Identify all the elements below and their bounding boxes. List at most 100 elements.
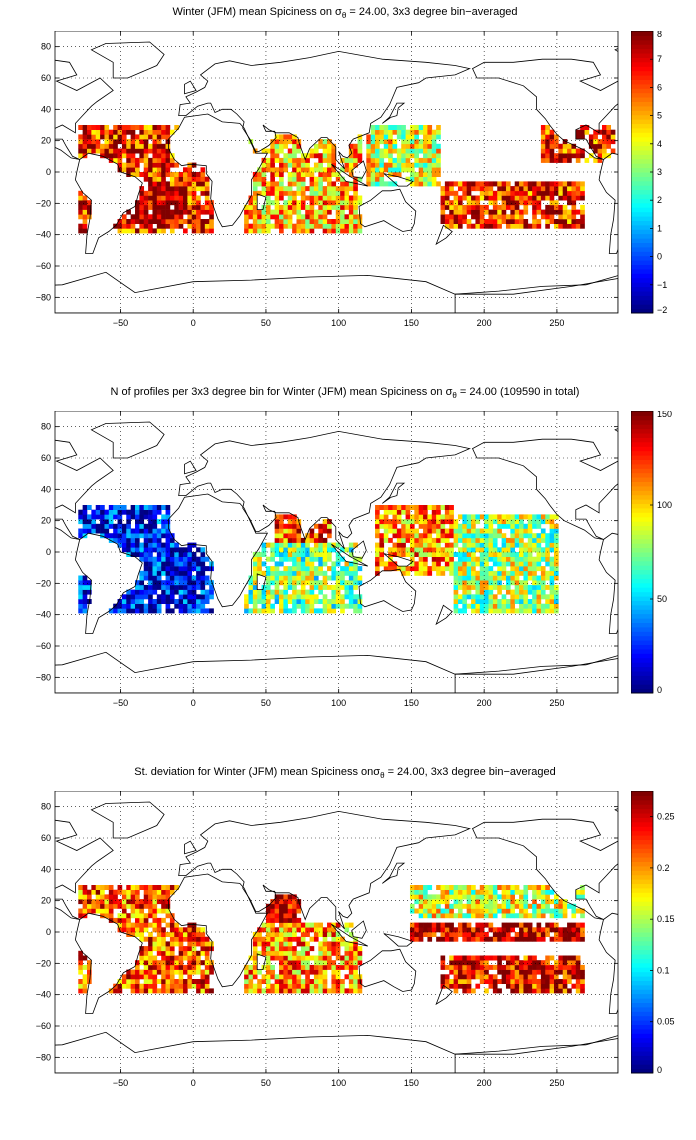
data-cell bbox=[510, 974, 516, 980]
colorbar-step bbox=[631, 980, 653, 986]
data-cell bbox=[457, 219, 463, 224]
data-cell bbox=[475, 204, 481, 210]
data-cell bbox=[204, 209, 210, 215]
data-cell bbox=[567, 974, 572, 980]
data-cell bbox=[148, 584, 153, 590]
data-cell bbox=[139, 584, 145, 590]
data-cell bbox=[117, 219, 123, 224]
data-cell bbox=[366, 167, 371, 173]
data-cell bbox=[375, 172, 380, 177]
data-cell bbox=[549, 589, 555, 595]
data-cell bbox=[296, 599, 302, 604]
data-cell bbox=[344, 228, 350, 234]
data-cell bbox=[549, 143, 555, 149]
data-cell bbox=[549, 913, 555, 919]
data-cell bbox=[580, 209, 585, 215]
data-cell bbox=[318, 950, 323, 956]
data-cell bbox=[523, 556, 529, 562]
data-cell bbox=[283, 936, 289, 942]
data-cell bbox=[540, 514, 546, 520]
data-cell bbox=[204, 988, 210, 994]
data-cell bbox=[466, 542, 472, 548]
data-cell bbox=[287, 988, 293, 994]
data-cell bbox=[152, 941, 158, 947]
data-cell bbox=[527, 885, 533, 890]
data-cell bbox=[553, 936, 559, 942]
data-cell bbox=[414, 932, 419, 937]
data-cell bbox=[340, 964, 345, 970]
colorbar-step bbox=[631, 998, 653, 1003]
data-cell bbox=[135, 523, 140, 529]
data-cell bbox=[462, 570, 467, 576]
data-cell bbox=[501, 204, 507, 210]
data-cell bbox=[327, 223, 332, 229]
data-cell bbox=[348, 204, 354, 210]
colorbar-step bbox=[631, 927, 653, 933]
data-cell bbox=[505, 537, 511, 543]
colorbar-step bbox=[631, 163, 653, 169]
data-cell bbox=[466, 913, 472, 919]
data-cell bbox=[514, 964, 520, 970]
data-cell bbox=[379, 533, 385, 539]
data-cell bbox=[492, 894, 498, 900]
data-cell bbox=[252, 223, 258, 229]
data-cell bbox=[143, 176, 149, 182]
data-cell bbox=[139, 228, 145, 234]
data-cell bbox=[327, 190, 332, 196]
data-cell bbox=[532, 899, 537, 905]
data-cell bbox=[475, 599, 481, 604]
data-cell bbox=[100, 908, 105, 914]
colorbar-step bbox=[631, 114, 653, 120]
data-cell bbox=[200, 556, 206, 562]
data-cell bbox=[148, 908, 153, 914]
data-cell bbox=[126, 542, 131, 548]
data-cell bbox=[492, 936, 498, 942]
data-cell bbox=[466, 894, 472, 900]
data-cell bbox=[196, 200, 201, 206]
data-cell bbox=[113, 129, 118, 135]
x-tick-label: −50 bbox=[113, 318, 128, 328]
x-tick-label: 50 bbox=[261, 1078, 271, 1088]
data-cell bbox=[436, 542, 441, 548]
data-cell bbox=[244, 988, 249, 994]
data-cell bbox=[300, 964, 306, 970]
data-cell bbox=[357, 143, 363, 149]
data-cell bbox=[274, 936, 280, 942]
data-cell bbox=[78, 960, 83, 966]
data-cell bbox=[449, 570, 454, 576]
data-cell bbox=[375, 528, 380, 534]
data-cell bbox=[492, 903, 498, 909]
coastline bbox=[351, 920, 367, 939]
coastline bbox=[382, 102, 406, 124]
data-cell bbox=[462, 960, 467, 966]
data-cell bbox=[571, 204, 577, 210]
data-cell bbox=[174, 200, 179, 206]
data-cell bbox=[287, 552, 293, 557]
data-cell bbox=[322, 219, 328, 224]
data-cell bbox=[388, 509, 393, 515]
data-cell bbox=[191, 979, 197, 984]
data-cell bbox=[449, 542, 454, 548]
data-cell bbox=[121, 167, 127, 173]
data-cell bbox=[392, 143, 398, 149]
data-cell bbox=[165, 157, 171, 163]
data-cell bbox=[191, 200, 197, 206]
data-cell bbox=[279, 514, 284, 520]
data-cell bbox=[305, 566, 310, 572]
data-cell bbox=[418, 143, 424, 149]
data-cell bbox=[549, 542, 555, 548]
data-cell bbox=[327, 172, 332, 177]
data-cell bbox=[248, 580, 254, 586]
data-cell bbox=[204, 974, 210, 980]
data-cell bbox=[126, 922, 131, 928]
data-cell bbox=[148, 936, 153, 942]
data-cell bbox=[553, 542, 559, 548]
data-cell bbox=[462, 988, 467, 994]
coastline bbox=[256, 573, 267, 591]
colorbar-step bbox=[631, 525, 653, 531]
data-cell bbox=[575, 894, 581, 900]
data-cell bbox=[139, 917, 145, 923]
data-cell bbox=[327, 204, 332, 210]
data-cell bbox=[309, 988, 315, 994]
data-cell bbox=[514, 955, 520, 961]
